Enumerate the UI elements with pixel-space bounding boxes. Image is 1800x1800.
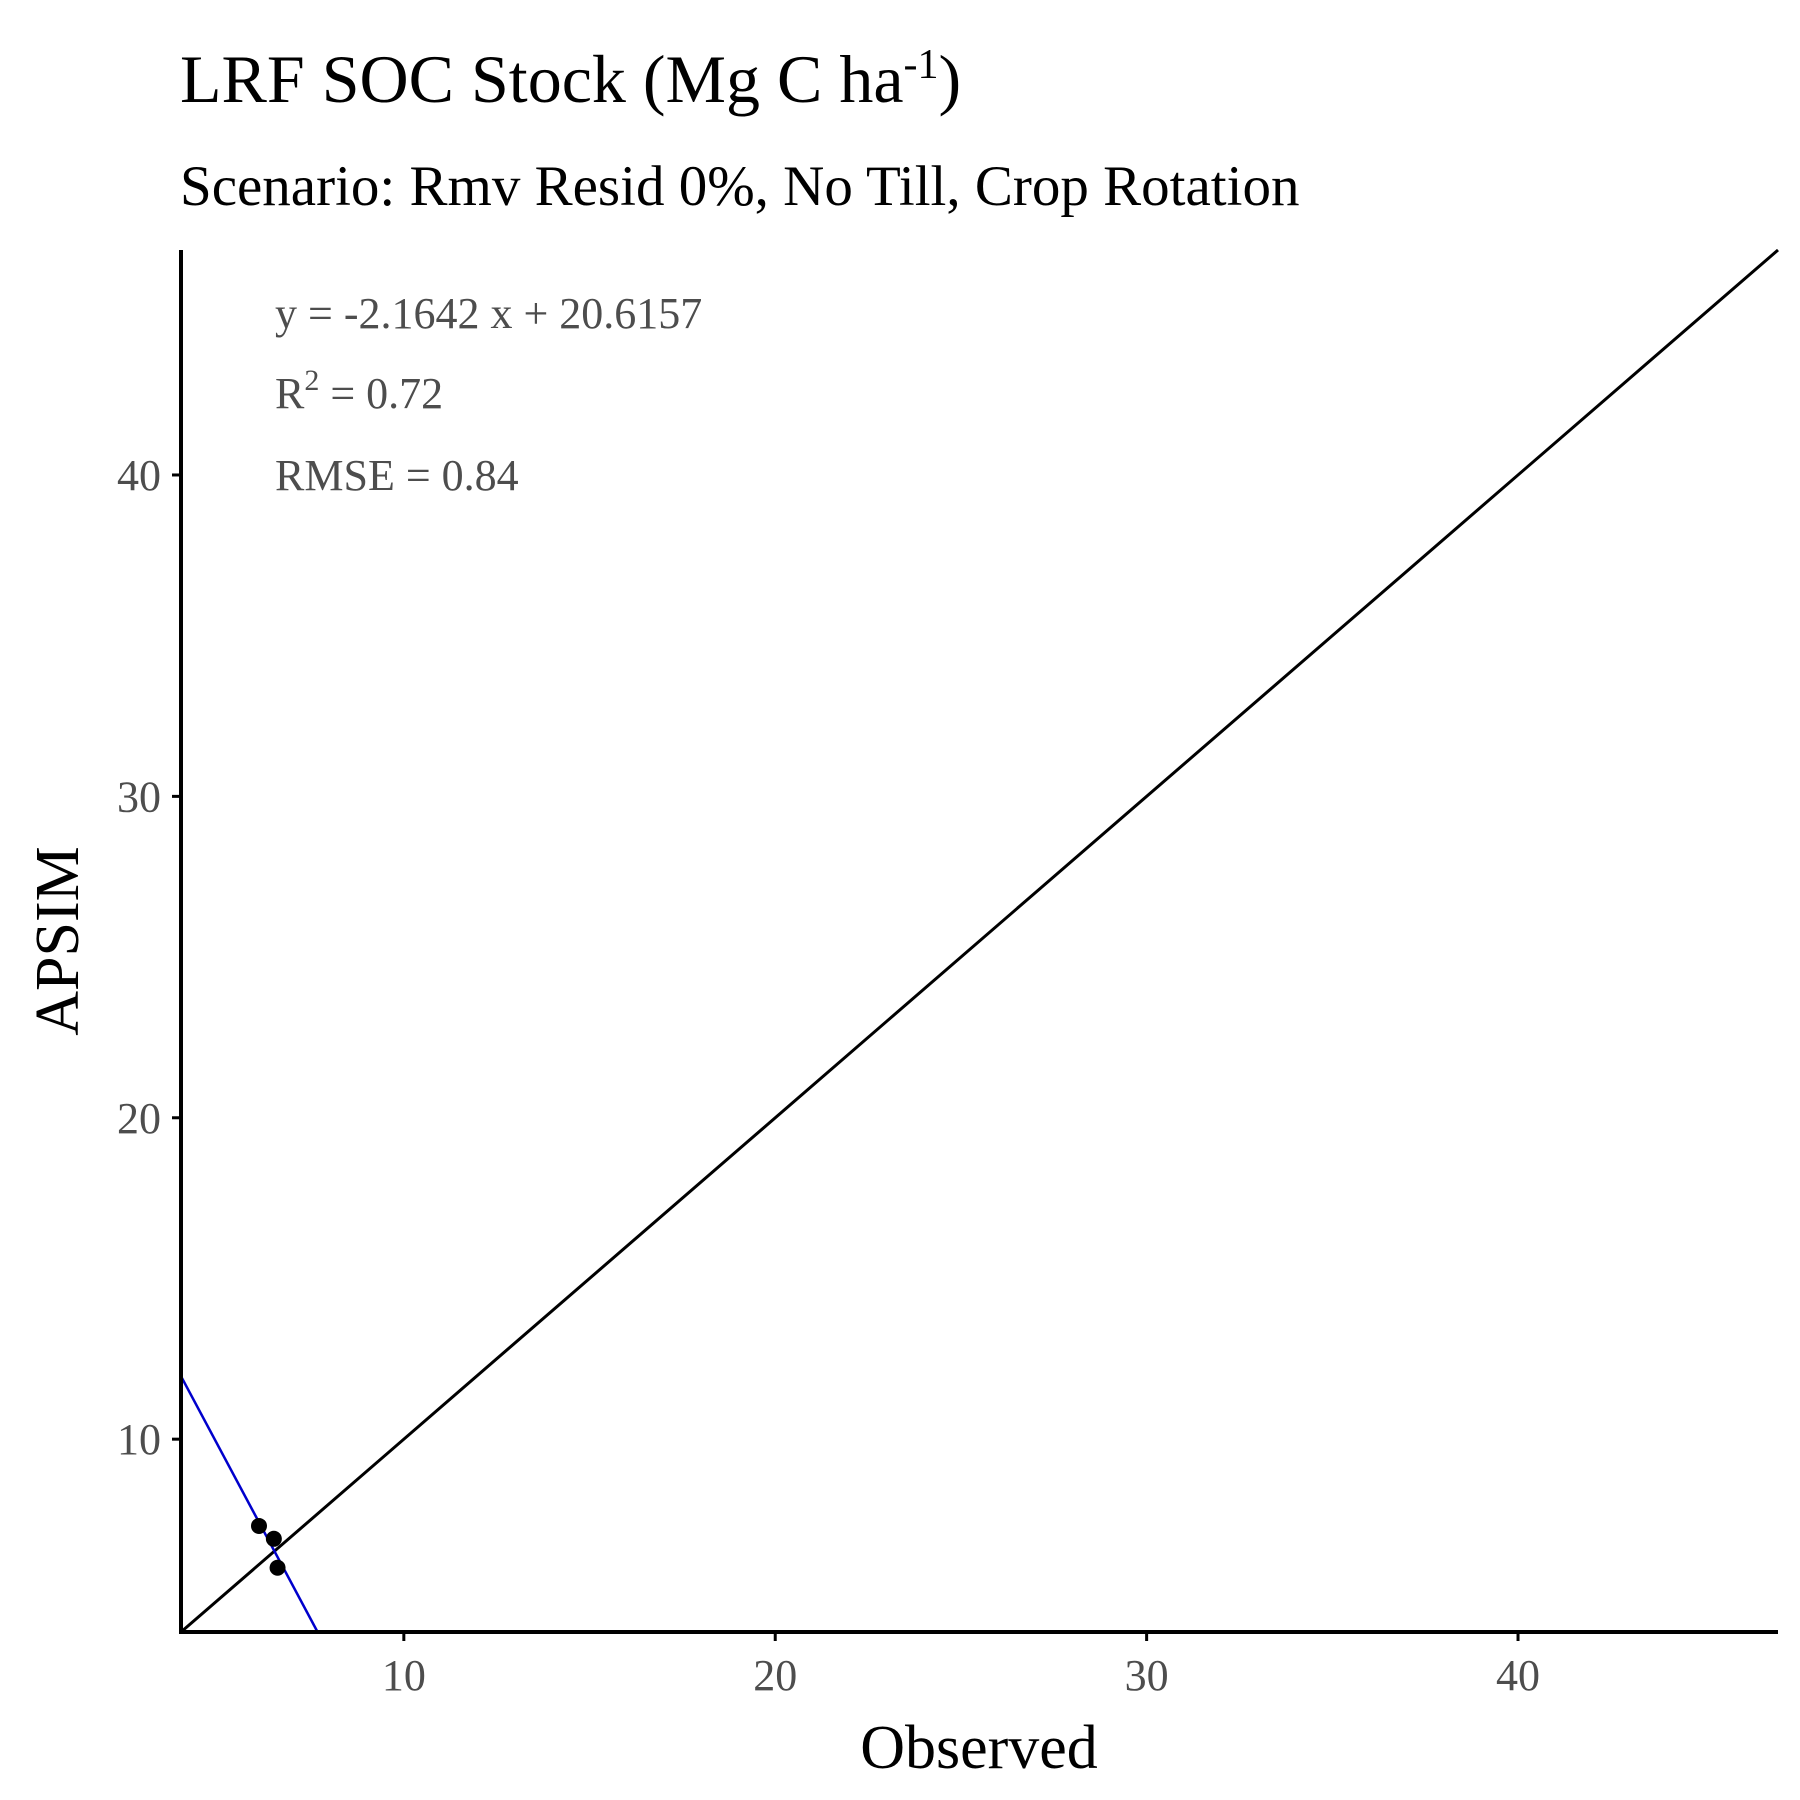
equation-annotation: y = -2.1642 x + 20.6157 [275,289,702,338]
x-tick-label: 20 [753,1651,797,1700]
y-axis-title: APSIM [24,846,92,1036]
r2-annotation: R2 = 0.72 [275,364,443,418]
lines-layer [179,248,1779,1634]
data-point [269,1559,286,1576]
y-tick-label: 40 [117,451,161,500]
chart-title-superscript: -1 [904,42,939,88]
r2-superscript: 2 [304,364,319,397]
x-tick-label: 30 [1125,1651,1169,1700]
chart-subtitle: Scenario: Rmv Resid 0%, No Till, Crop Ro… [180,155,1299,218]
ticks-layer: 10 20 30 40 10 20 30 40 [117,451,1540,1700]
rmse-annotation: RMSE = 0.84 [275,451,519,500]
points-layer [250,1517,286,1576]
x-tick-label: 40 [1496,1651,1540,1700]
chart-title-suffix: ) [939,41,962,117]
x-tick-label: 10 [382,1651,426,1700]
data-point [250,1517,267,1534]
plot-area: 10 20 30 40 10 20 30 40 [117,248,1779,1700]
r2-value: = 0.72 [319,369,443,418]
chart-title: LRF SOC Stock (Mg C ha-1) [180,41,961,117]
regression-line [179,1375,319,1633]
data-point [265,1530,282,1547]
y-tick-label: 10 [117,1415,161,1464]
one-to-one-line [180,248,1779,1634]
y-tick-label: 30 [117,772,161,821]
y-tick-label: 20 [117,1094,161,1143]
x-axis-title: Observed [860,1714,1098,1782]
